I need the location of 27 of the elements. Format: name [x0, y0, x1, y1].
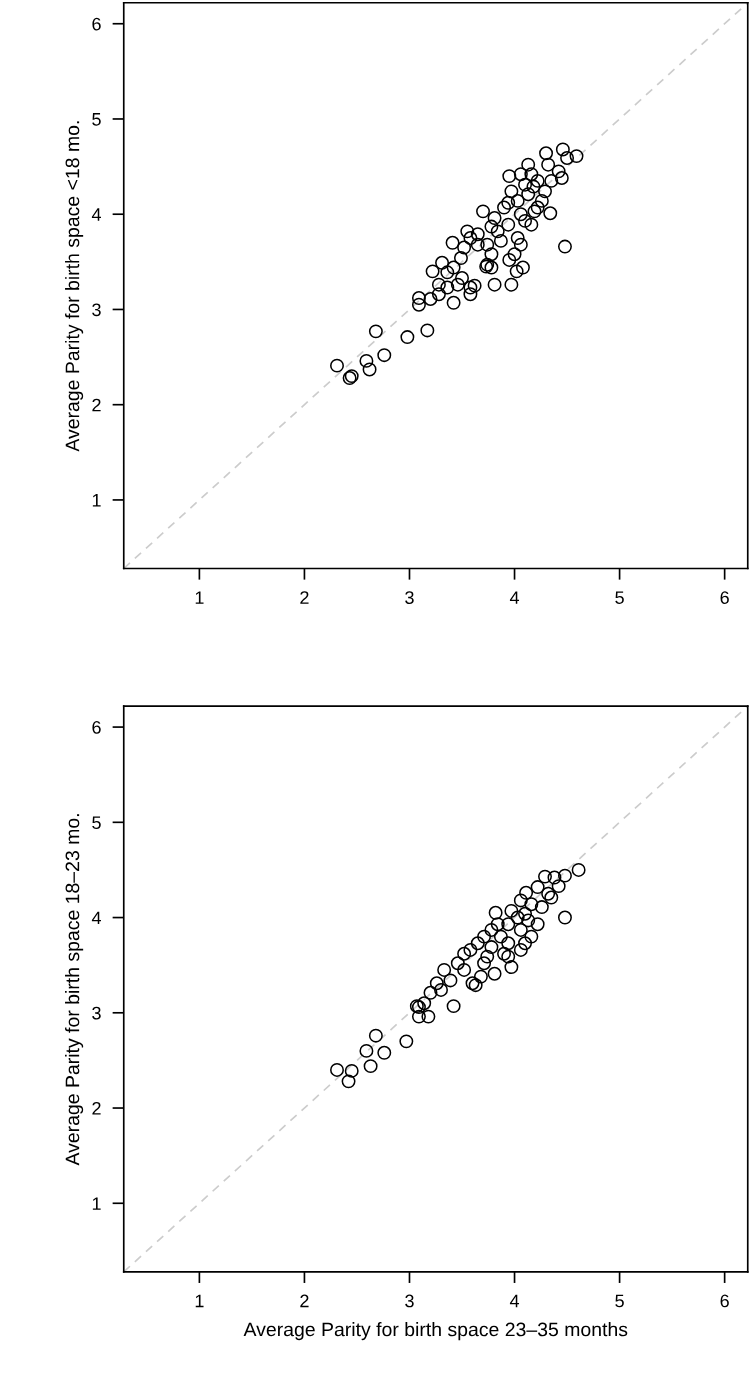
x-tick-label: 4	[509, 1294, 520, 1308]
x-tick-label: 6	[720, 1294, 729, 1308]
x-tick-label: 2	[300, 1294, 309, 1308]
y-tick-label: 3	[92, 303, 101, 317]
y-tick-label: 3	[92, 1006, 101, 1020]
x-tick-label: 2	[300, 591, 309, 604]
y-axis-title: Average Parity for birth space 18–23 mo.	[65, 814, 84, 1166]
x-tick-label: 1	[195, 1294, 204, 1308]
x-tick-label: 3	[405, 591, 414, 604]
y-axis-title: Average Parity for birth space <18 mo.	[65, 121, 84, 452]
x-tick-label: 3	[405, 1294, 414, 1308]
x-axis-title: Average Parity for birth space 23–35 months	[243, 1322, 628, 1341]
x-tick-label: 1	[195, 591, 204, 604]
x-tick-label: 6	[720, 591, 729, 604]
y-tick-label: 5	[92, 816, 101, 830]
y-tick-label: 4	[91, 208, 101, 221]
y-tick-label: 1	[92, 494, 101, 507]
y-tick-label: 2	[92, 1101, 101, 1115]
y-tick-label: 5	[92, 113, 101, 126]
x-tick-label: 4	[509, 591, 520, 604]
y-tick-label: 1	[92, 1197, 101, 1210]
y-tick-label: 6	[92, 17, 101, 31]
x-tick-label: 5	[615, 591, 624, 604]
x-tick-label: 5	[615, 1294, 624, 1308]
y-tick-label: 2	[92, 398, 101, 412]
y-tick-label: 6	[92, 721, 101, 734]
y-tick-label: 4	[91, 911, 101, 925]
